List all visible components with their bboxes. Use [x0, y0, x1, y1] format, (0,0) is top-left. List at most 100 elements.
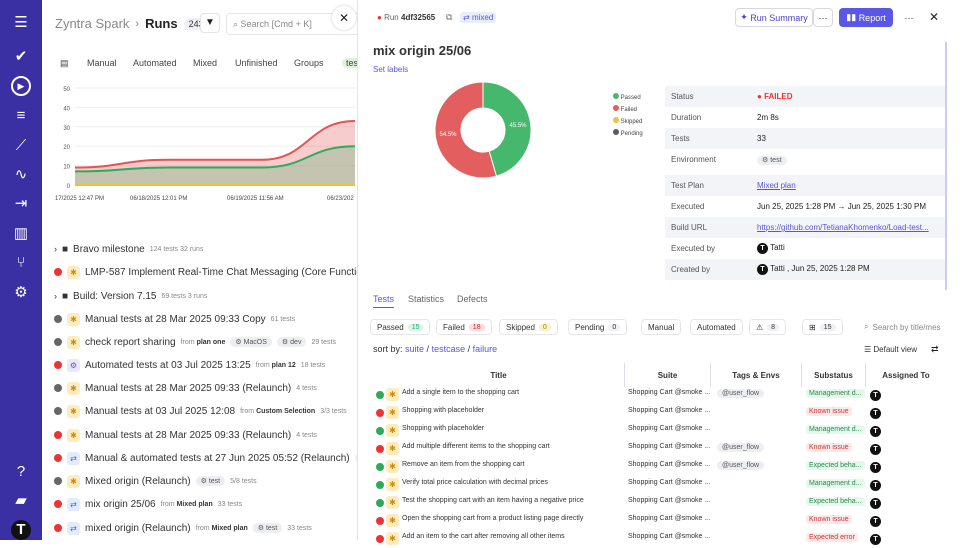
run-group[interactable]: › ■ Build: Version 7.15 69 tests 3 runs	[54, 286, 207, 306]
run-detail-panel: ● Run 4df32565 ⧉ ⇄ mixed ✦ Run Summary ·…	[357, 0, 960, 545]
pending-status-icon	[54, 338, 62, 346]
col-title[interactable]: Title	[373, 363, 625, 387]
run-item[interactable]: ✱ Manual tests at 28 Mar 2025 09:33 (Rela…	[54, 378, 317, 398]
pulse-icon[interactable]: ∿	[14, 166, 28, 183]
col-assigned[interactable]: Assigned To	[882, 370, 930, 380]
user-avatar-icon[interactable]: T	[11, 520, 31, 540]
test-suite: Shopping Cart @smoke ...	[628, 533, 711, 540]
failed-filter-chip[interactable]: Failed 18	[436, 319, 492, 335]
gear-icon[interactable]: ⚙	[14, 284, 28, 301]
search-icon: ⌕	[864, 322, 869, 331]
list-check-icon[interactable]: ≡	[16, 107, 26, 124]
help-icon[interactable]: ?	[16, 463, 26, 480]
chevron-right-icon[interactable]: ›	[54, 291, 57, 301]
menu-icon[interactable]: ☰	[14, 14, 28, 31]
table-row[interactable]: ✱ Verify total price calculation with de…	[373, 476, 953, 494]
tab-tests[interactable]: Tests	[373, 294, 395, 308]
run-group[interactable]: › ■ Bravo milestone 124 tests 32 runs	[54, 239, 203, 259]
col-tags[interactable]: Tags & Envs	[711, 363, 802, 387]
sort-failure[interactable]: failure	[472, 344, 498, 354]
filter-tab-manual[interactable]: Manual	[87, 58, 117, 68]
table-row[interactable]: ✱ Add a single item to the shopping cart…	[373, 386, 953, 404]
run-item[interactable]: ✱ check report sharing from plan one ⚙ MacO…	[54, 332, 336, 352]
steps-icon[interactable]: ⟋	[15, 137, 27, 154]
copy-icon[interactable]: ⧉	[446, 12, 453, 22]
run-item[interactable]: ✱ Manual tests at 28 Mar 2025 09:33 Copy 6…	[54, 309, 295, 329]
breadcrumb: Zyntra Spark › Runs 243	[55, 16, 209, 31]
run-summary-button[interactable]: ✦ Run Summary	[735, 8, 813, 27]
passed-pct-label: 45.5%	[509, 123, 527, 129]
test-suite: Shopping Cart @smoke ...	[628, 443, 711, 450]
sort-suite[interactable]: suite	[405, 344, 425, 354]
settings-sliders-icon[interactable]: ⇄	[931, 344, 939, 354]
run-item[interactable]: ✱ Mixed origin (Relaunch) ⚙ test 5/8 tests	[54, 471, 257, 491]
analytics-icon[interactable]: ▥	[13, 225, 29, 242]
import-icon[interactable]: ⇥	[14, 195, 28, 212]
pending-filter-chip[interactable]: Pending 0	[568, 319, 628, 335]
build-url-link[interactable]: https://github.com/TetianaKhomenko/Load-…	[757, 223, 929, 232]
assignee-avatar: T	[870, 390, 881, 401]
filter-tab-unfinished[interactable]: Unfinished	[235, 58, 278, 68]
table-row[interactable]: ✱ Test the shopping cart with an item ha…	[373, 494, 953, 512]
filter-tab-test-env[interactable]: tes	[342, 58, 357, 68]
run-title: Manual tests at 28 Mar 2025 09:33 (Relau…	[85, 382, 292, 394]
scrollbar[interactable]	[945, 42, 947, 290]
col-substatus[interactable]: Substatus	[802, 363, 866, 387]
run-item[interactable]: ✱ Manual tests at 28 Mar 2025 09:33 (Rela…	[54, 425, 317, 445]
default-view-button[interactable]: ☰ Default view	[864, 345, 917, 354]
test-suite: Shopping Cart @smoke ...	[628, 497, 711, 504]
manual-type-icon: ✱	[67, 404, 80, 418]
legend-failed: Failed	[613, 105, 643, 117]
report-icon[interactable]: ▤	[60, 58, 69, 68]
report-button[interactable]: ▮▮ Report	[839, 8, 893, 27]
filter-button[interactable]: ▼	[200, 13, 220, 33]
run-plan: from plan one	[180, 338, 226, 346]
table-row[interactable]: ✱ Add multiple different items to the sh…	[373, 440, 953, 458]
more-options-button[interactable]: ···	[904, 12, 914, 23]
run-item[interactable]: ✱ Manual tests at 03 Jul 2025 12:08 from C…	[54, 401, 347, 421]
table-row[interactable]: ✱ Shopping with placeholder Shopping Car…	[373, 404, 953, 422]
added-filter-chip[interactable]: ⊞ 15	[802, 319, 843, 335]
test-plan-link[interactable]: Mixed plan	[757, 181, 796, 190]
play-circle-icon[interactable]: ▶	[11, 76, 31, 96]
search-input[interactable]: ⌕ Search [Cmd + K]	[226, 13, 357, 35]
substatus-badge: Known issue	[806, 515, 852, 524]
plus-square-icon: ⊞	[809, 322, 816, 332]
set-labels-link[interactable]: Set labels	[373, 65, 409, 74]
run-item[interactable]: ✱ LMP-587 Implement Real-Time Chat Messag…	[54, 262, 357, 282]
branch-icon[interactable]: ⑂	[16, 254, 26, 271]
test-search-input[interactable]: ⌕ Search by title/mes	[864, 322, 941, 332]
skipped-filter-chip[interactable]: Skipped 0	[499, 319, 558, 335]
close-icon[interactable]: ✕	[332, 6, 356, 30]
filter-tab-automated[interactable]: Automated	[133, 58, 177, 68]
table-row[interactable]: ✱ Remove an item from the shopping cart …	[373, 458, 953, 476]
test-suite: Shopping Cart @smoke ...	[628, 479, 711, 486]
table-row[interactable]: ✱ Add an item to the cart after removing…	[373, 530, 953, 548]
tab-defects[interactable]: Defects	[457, 294, 488, 304]
filter-tab-mixed[interactable]: Mixed	[193, 58, 218, 68]
run-item[interactable]: ⇄ Manual & automated tests at 27 Jun 2025…	[54, 448, 357, 468]
donut-slice-passed[interactable]	[482, 81, 532, 177]
chevron-right-icon[interactable]: ›	[54, 244, 57, 254]
table-row[interactable]: ✱ Shopping with placeholder Shopping Car…	[373, 422, 953, 440]
manual-filter-chip[interactable]: Manual	[641, 319, 682, 335]
tab-statistics[interactable]: Statistics	[408, 294, 445, 304]
passed-filter-chip[interactable]: Passed 15	[370, 319, 431, 335]
col-suite[interactable]: Suite	[625, 363, 711, 387]
sort-testcase[interactable]: testcase	[431, 344, 466, 354]
check-icon[interactable]: ✔	[14, 48, 28, 65]
run-item[interactable]: ⇄ mixed origin (Relaunch) from Mixed plan ⚙…	[54, 518, 312, 538]
project-breadcrumb[interactable]: Zyntra Spark	[55, 16, 130, 31]
donut-slice-failed[interactable]	[434, 81, 498, 179]
failed-status-icon	[54, 524, 62, 532]
info-row: Duration 2m 8s	[671, 113, 779, 122]
close-panel-icon[interactable]: ✕	[929, 10, 940, 24]
folder-icon[interactable]: ▰	[15, 492, 27, 509]
run-item[interactable]: ⇄ mix origin 25/06 from Mixed plan 33 tests	[54, 494, 242, 514]
automated-filter-chip[interactable]: Automated	[690, 319, 743, 335]
table-row[interactable]: ✱ Open the shopping cart from a product …	[373, 512, 953, 530]
filter-tab-groups[interactable]: Groups	[294, 58, 324, 68]
notes-filter-chip[interactable]: ⚠ 8	[749, 319, 787, 335]
run-summary-more-button[interactable]: ···	[813, 8, 833, 27]
run-item[interactable]: ⚙ Automated tests at 03 Jul 2025 13:25 fro…	[54, 355, 325, 375]
